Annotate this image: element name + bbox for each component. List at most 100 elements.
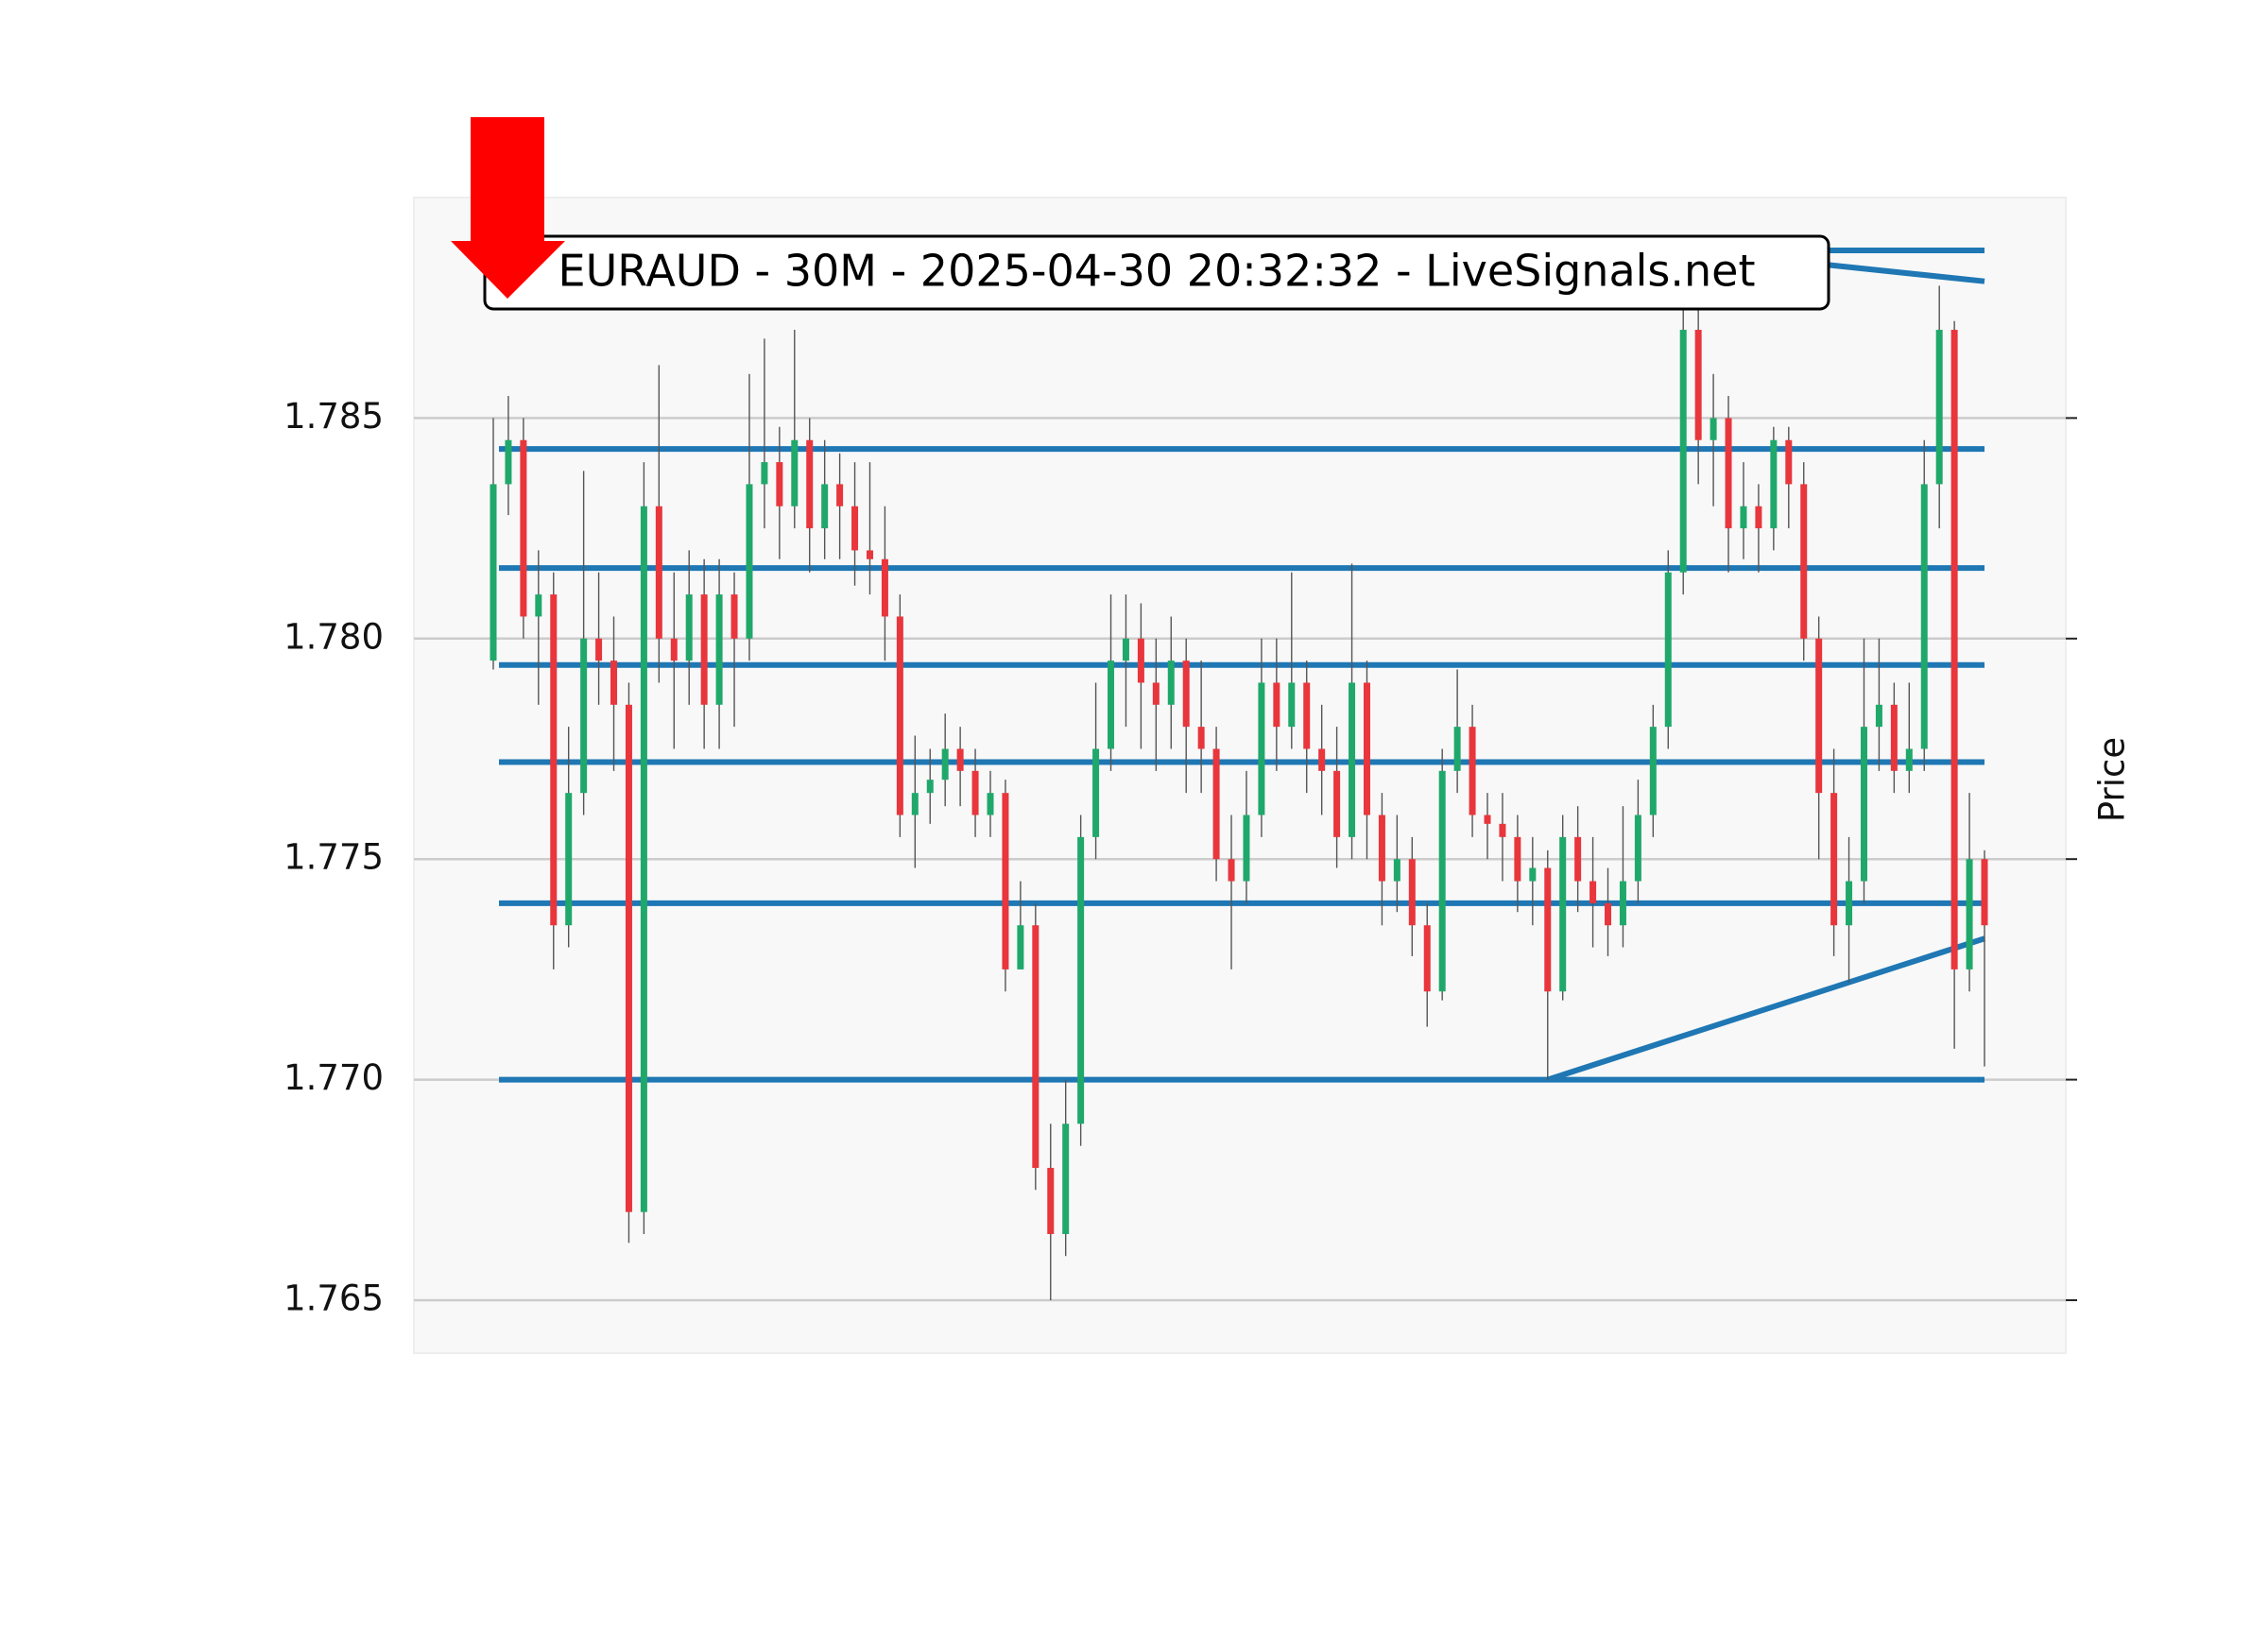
y-axis: 1.765 1.770 1.775 1.780 1.785 — [284, 396, 2077, 1318]
candle-body — [851, 506, 859, 551]
candle-body — [1574, 836, 1582, 882]
candle-body — [1634, 815, 1641, 882]
candle-body — [550, 594, 558, 926]
candle-body — [640, 506, 647, 1212]
y-tick-label: 1.780 — [284, 616, 384, 657]
candle-body — [1032, 925, 1040, 1168]
candle-body — [1664, 572, 1672, 728]
candle-body — [715, 594, 723, 705]
candle-body — [971, 770, 979, 815]
candle-body — [1605, 902, 1612, 926]
candle-body — [1092, 748, 1100, 837]
candle-body — [1514, 836, 1521, 882]
candle-body — [1830, 793, 1838, 926]
candle-body — [1167, 661, 1175, 705]
candle-body — [1619, 881, 1626, 926]
candle-body — [1679, 330, 1687, 573]
candle-body — [505, 439, 512, 485]
candles — [490, 285, 1988, 1300]
candle-body — [1333, 770, 1341, 837]
candle-body — [1243, 815, 1250, 882]
candle-body — [1710, 418, 1717, 440]
candle-body — [776, 462, 783, 506]
candle-body — [1017, 925, 1024, 969]
candle-body — [881, 558, 888, 617]
candle-body — [1800, 484, 1808, 639]
candle-body — [1393, 859, 1400, 882]
y-tick-label: 1.770 — [284, 1057, 384, 1098]
candle-body — [595, 638, 603, 661]
candle-body — [685, 594, 693, 661]
candle-body — [1197, 727, 1205, 749]
candle-body — [911, 793, 919, 815]
candle-body — [1062, 1124, 1070, 1234]
candle-body — [1469, 727, 1476, 815]
candle-body — [520, 439, 527, 617]
candle-body — [1423, 925, 1431, 992]
y-tick-label: 1.775 — [284, 837, 384, 878]
candle-body — [1966, 859, 1973, 969]
candle-body — [1453, 727, 1461, 771]
candle-body — [1890, 704, 1898, 771]
candle-body — [1815, 638, 1823, 794]
candle-body — [1378, 815, 1385, 882]
candle-body — [1303, 682, 1311, 749]
candle-body — [1589, 881, 1597, 903]
plot-area — [413, 197, 2067, 1354]
candle-body — [821, 484, 829, 529]
candle-body — [535, 594, 542, 617]
candle-body — [987, 793, 994, 815]
candle-body — [836, 484, 844, 506]
candle-body — [700, 594, 708, 705]
candle-body — [670, 638, 678, 661]
candle-body — [1770, 439, 1778, 529]
candle-body — [1875, 704, 1882, 728]
candle-body — [941, 748, 949, 781]
trend-line — [1546, 935, 1985, 1083]
candle-body — [1363, 682, 1370, 815]
chart-title: EURAUD - 30M - 2025-04-30 20:32:32 - Liv… — [558, 246, 1756, 297]
candle-body — [1649, 727, 1657, 815]
candle-body — [625, 704, 632, 1212]
candle-body — [746, 484, 753, 639]
candle-body — [1905, 748, 1913, 771]
arrow-shaft — [471, 117, 544, 242]
candle-body — [1559, 836, 1567, 992]
candle-body — [1740, 506, 1747, 529]
candle-body — [1108, 661, 1115, 749]
candle-body — [580, 638, 588, 794]
arrow-head — [451, 241, 565, 299]
candle-body — [1288, 682, 1296, 728]
candle-body — [565, 793, 573, 926]
candle-body — [1499, 823, 1506, 837]
candle-body — [791, 439, 799, 506]
candle-body — [1152, 682, 1160, 705]
candle-body — [730, 594, 738, 639]
candle-body — [1544, 867, 1552, 992]
candle-body — [1529, 867, 1537, 882]
candle-body — [1408, 859, 1416, 926]
candle-body — [1755, 506, 1762, 529]
candle-body — [1694, 330, 1702, 440]
y-tick-label: 1.785 — [284, 396, 384, 437]
candle-body — [1484, 815, 1491, 824]
candle-body — [1137, 638, 1144, 683]
candle-body — [1122, 638, 1129, 661]
y-axis-label: Price — [2092, 737, 2133, 822]
candle-body — [806, 439, 814, 529]
candle-body — [655, 506, 662, 639]
candle-body — [926, 780, 934, 794]
candle-body — [1860, 727, 1867, 882]
candle-body — [866, 550, 873, 559]
y-tick-label: 1.765 — [284, 1278, 384, 1318]
candle-body — [1981, 859, 1988, 926]
candle-body — [1725, 418, 1732, 529]
candle-body — [610, 661, 618, 705]
candle-body — [1935, 330, 1943, 485]
candle-body — [956, 748, 964, 771]
sell-arrow — [451, 117, 565, 299]
candle-body — [1318, 748, 1326, 771]
candle-body — [1077, 836, 1085, 1124]
